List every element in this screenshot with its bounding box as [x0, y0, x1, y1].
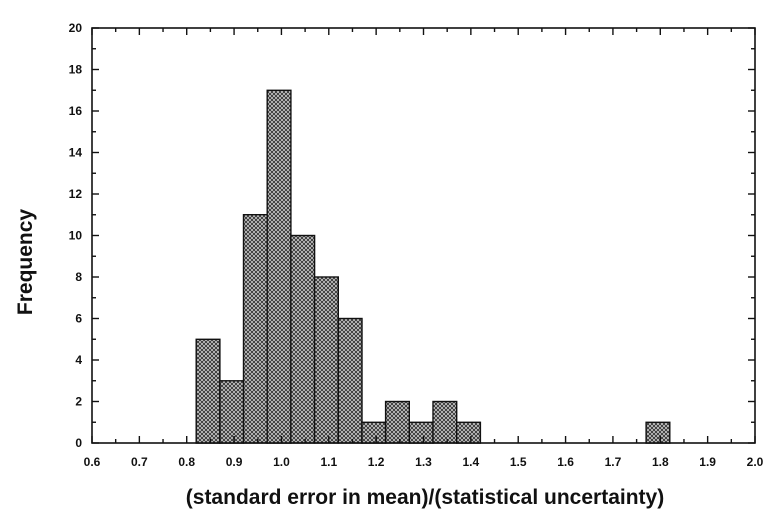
histogram-bar-3	[266, 89, 292, 444]
x-tick-label-3: 0.9	[226, 455, 243, 469]
y-tick-label-2: 4	[75, 353, 82, 367]
x-tick-label-4: 1.0	[273, 455, 290, 469]
histogram-bar-2	[242, 213, 268, 444]
plot-frame	[91, 27, 756, 444]
x-axis-label: (standard error in mean)/(statistical un…	[186, 486, 664, 509]
histogram-bar-7	[361, 421, 387, 444]
x-tick-label-9: 1.5	[510, 455, 527, 469]
y-axis-label: Frequency	[14, 209, 37, 316]
histogram-bar-8	[384, 400, 411, 444]
x-tick-label-11: 1.7	[605, 455, 622, 469]
histogram-bar-6	[337, 317, 363, 444]
x-tick-label-0: 0.6	[84, 455, 101, 469]
histogram-bar-10	[432, 400, 458, 444]
x-tick-labels: 0.6 0.7 0.8 0.9 1.0 1.1 1.2 1.3 1.4 1.5 1.6 1.7 1.8 1…	[84, 455, 764, 469]
histogram-bar-1	[219, 380, 245, 444]
y-tick-labels: 0 2 4 6 8 10 12 14 16 18 20	[69, 21, 83, 450]
y-tick-label-10: 20	[69, 21, 83, 35]
y-tick-label-7: 14	[69, 146, 83, 160]
x-tick-label-10: 1.6	[557, 455, 574, 469]
histogram-bar-12	[645, 421, 671, 444]
histogram-bar-5	[313, 276, 340, 444]
x-tick-label-12: 1.8	[652, 455, 669, 469]
y-tick-label-4: 8	[75, 270, 82, 284]
x-tick-label-8: 1.4	[463, 455, 480, 469]
x-tick-label-7: 1.3	[415, 455, 432, 469]
x-tick-label-13: 1.9	[699, 455, 716, 469]
histogram-bar-9	[408, 421, 434, 444]
histogram-bar-0	[195, 338, 221, 444]
y-tick-label-0: 0	[75, 436, 82, 450]
x-tick-label-6: 1.2	[368, 455, 385, 469]
y-tick-label-5: 10	[69, 229, 83, 243]
y-tick-label-3: 6	[75, 312, 82, 326]
y-tick-label-8: 16	[69, 104, 83, 118]
histogram-bar-11	[456, 421, 482, 444]
x-tick-label-1: 0.7	[131, 455, 148, 469]
y-tick-label-6: 12	[69, 187, 83, 201]
histogram-bar-4	[290, 234, 316, 444]
ticks-layer	[91, 27, 756, 444]
y-tick-label-1: 2	[75, 395, 82, 409]
y-tick-label-9: 18	[69, 63, 83, 77]
x-tick-label-2: 0.8	[178, 455, 195, 469]
x-tick-label-5: 1.1	[320, 455, 337, 469]
x-tick-label-14: 2.0	[747, 455, 764, 469]
bars-layer	[195, 89, 671, 444]
